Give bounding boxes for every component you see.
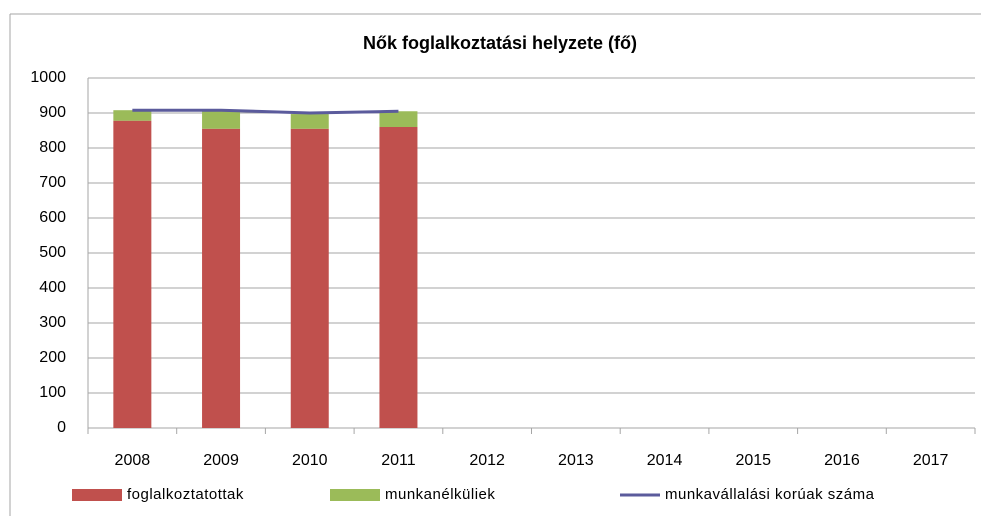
bar	[113, 120, 152, 428]
x-tick-label: 2011	[381, 452, 416, 469]
x-tick-label: 2014	[647, 452, 683, 469]
y-tick-label: 500	[39, 244, 66, 261]
y-tick-label: 800	[39, 139, 66, 156]
bar	[290, 128, 329, 428]
y-tick-label: 200	[39, 349, 66, 366]
x-tick-label: 2010	[292, 452, 328, 469]
x-tick-label: 2012	[469, 452, 505, 469]
x-tick-label: 2015	[735, 452, 771, 469]
x-tick-label: 2017	[913, 452, 949, 469]
legend-swatch	[72, 489, 122, 501]
chart-title: Nők foglalkoztatási helyzete (fő)	[363, 33, 637, 53]
y-tick-label: 400	[39, 279, 66, 296]
bar	[113, 110, 152, 121]
x-tick-label: 2009	[203, 452, 239, 469]
bar	[202, 128, 241, 428]
bar	[290, 114, 329, 129]
y-tick-label: 700	[39, 174, 66, 191]
x-tick-label: 2016	[824, 452, 860, 469]
y-tick-label: 900	[39, 104, 66, 121]
y-tick-label: 1000	[30, 69, 66, 86]
bar	[379, 111, 418, 127]
legend-swatch	[330, 489, 380, 501]
x-tick-label: 2013	[558, 452, 594, 469]
x-tick-label: 2008	[115, 452, 151, 469]
bar	[379, 127, 418, 428]
y-tick-label: 300	[39, 314, 66, 331]
legend-label: foglalkoztatottak	[127, 486, 244, 503]
legend-label: munkanélküliek	[385, 486, 495, 503]
legend-label: munkavállalási korúak száma	[665, 486, 875, 503]
y-tick-label: 600	[39, 209, 66, 226]
bar	[202, 110, 241, 129]
y-tick-label: 100	[39, 384, 66, 401]
line	[132, 108, 399, 115]
y-tick-label: 0	[57, 419, 66, 436]
